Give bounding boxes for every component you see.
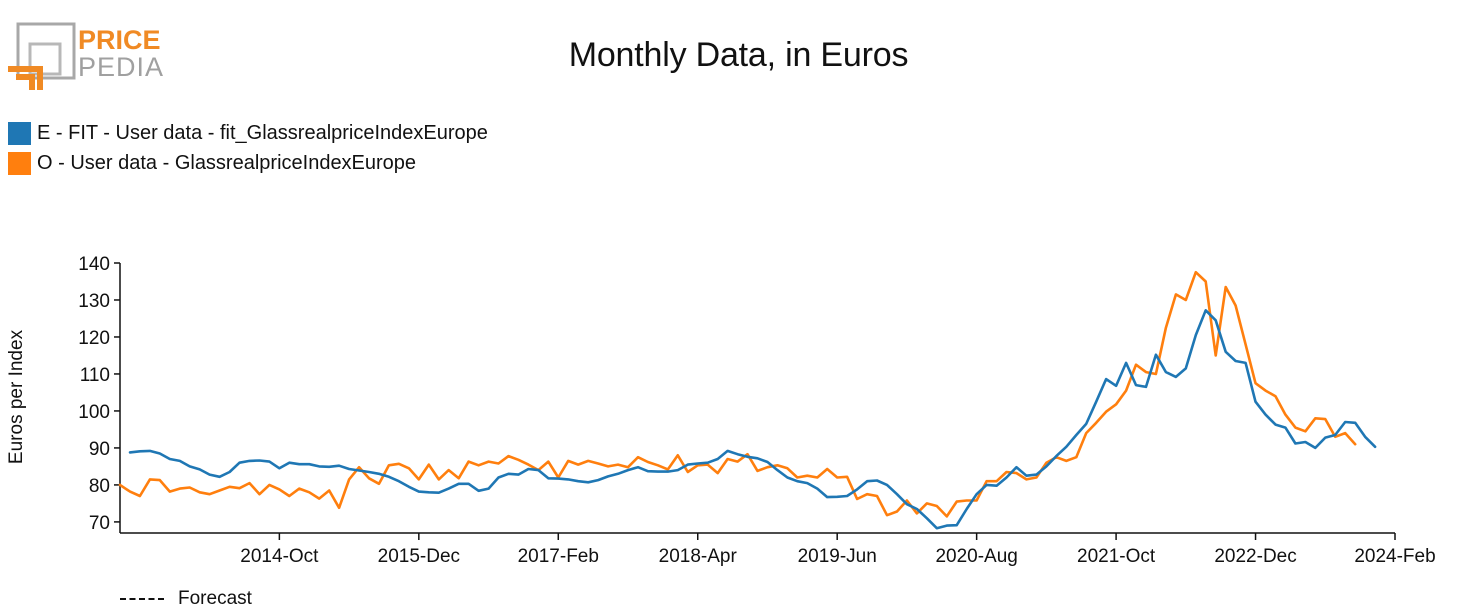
axes: 70 80 90 100 110 120 130 140 2014-Oct 2015-Dec 201… [78, 254, 1435, 567]
x-tick-label: 2015-Dec [378, 546, 460, 567]
series-line-observed [118, 270, 1357, 518]
forecast-legend: Forecast [120, 588, 252, 610]
chart-title: Monthly Data, in Euros [568, 36, 909, 74]
x-tick-label: 2014-Oct [240, 546, 319, 567]
y-tick-label: 100 [78, 402, 110, 423]
logo-top-text: PRICE [78, 25, 161, 55]
x-tick-label: 2018-Apr [659, 546, 738, 567]
logo-bottom-text: PEDIA [78, 52, 164, 82]
x-tick-label: 2020-Aug [935, 546, 1017, 567]
forecast-label: Forecast [178, 588, 252, 609]
legend-label-fit: E - FIT - User data - fit_Glassrealprice… [37, 121, 488, 144]
y-tick-label: 70 [89, 513, 110, 534]
y-tick-label: 140 [78, 254, 110, 275]
series-line-fit [128, 308, 1377, 530]
x-tick-label: 2022-Dec [1214, 546, 1296, 567]
x-tick-label: 2021-Oct [1077, 546, 1156, 567]
pricepedia-logo: PRICE PEDIA [8, 22, 164, 90]
y-axis-title: Euros per Index [6, 329, 27, 464]
y-tick-label: 110 [80, 365, 110, 386]
legend: E - FIT - User data - fit_Glassrealprice… [8, 118, 488, 178]
logo-mark [8, 22, 76, 90]
y-tick-label: 130 [78, 291, 110, 312]
legend-item-observed[interactable]: O - User data - GlassrealpriceIndexEurop… [8, 148, 488, 178]
legend-swatch-fit [8, 121, 31, 145]
x-tick-label: 2017-Feb [518, 546, 599, 567]
x-tick-label: 2024-Feb [1354, 546, 1435, 567]
dashed-line-icon [120, 598, 164, 600]
legend-item-fit[interactable]: E - FIT - User data - fit_Glassrealprice… [8, 118, 488, 148]
y-tick-label: 80 [89, 476, 110, 497]
legend-label-observed: O - User data - GlassrealpriceIndexEurop… [37, 151, 417, 174]
y-tick-label: 90 [89, 439, 110, 460]
y-tick-label: 120 [78, 328, 110, 349]
series-lines [118, 270, 1377, 530]
legend-swatch-observed [8, 151, 31, 175]
x-tick-label: 2019-Jun [798, 546, 877, 567]
